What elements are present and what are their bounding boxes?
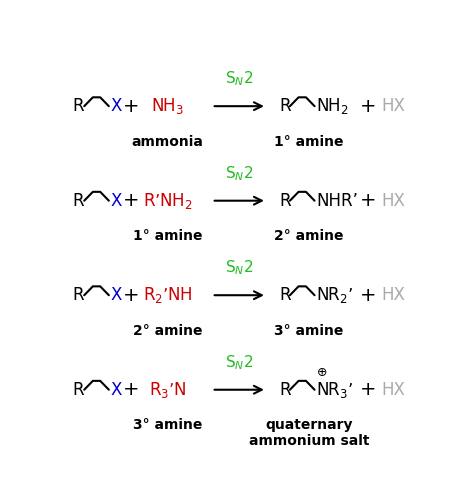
Text: NH$_3$: NH$_3$ — [151, 96, 184, 116]
Text: 2° amine: 2° amine — [133, 324, 202, 338]
Text: R: R — [72, 286, 84, 304]
Text: +: + — [360, 191, 376, 210]
Text: R$_3$’N: R$_3$’N — [149, 380, 186, 400]
Text: NR$_3$’: NR$_3$’ — [316, 380, 354, 400]
Text: R: R — [72, 97, 84, 115]
Text: S$_{N}$2: S$_{N}$2 — [225, 353, 254, 372]
Text: R: R — [72, 191, 84, 210]
Text: R$_2$’NH: R$_2$’NH — [143, 285, 192, 305]
Text: quaternary
ammonium salt: quaternary ammonium salt — [249, 418, 369, 448]
Text: +: + — [360, 286, 376, 305]
Text: S$_{N}$2: S$_{N}$2 — [225, 164, 254, 183]
Text: 1° amine: 1° amine — [133, 229, 202, 243]
Text: NR$_2$’: NR$_2$’ — [316, 285, 354, 305]
Text: HX: HX — [382, 191, 405, 210]
Text: 2° amine: 2° amine — [274, 229, 344, 243]
Text: +: + — [123, 286, 139, 305]
Text: X: X — [110, 381, 122, 399]
Text: +: + — [360, 97, 376, 116]
Text: +: + — [360, 380, 376, 399]
Text: R: R — [280, 286, 292, 304]
Text: S$_{N}$2: S$_{N}$2 — [225, 258, 254, 277]
Text: X: X — [110, 191, 122, 210]
Text: HX: HX — [382, 286, 405, 304]
Text: R’NH$_2$: R’NH$_2$ — [143, 191, 192, 211]
Text: +: + — [123, 191, 139, 210]
Text: R: R — [280, 191, 292, 210]
Text: 3° amine: 3° amine — [133, 418, 202, 432]
Text: X: X — [110, 97, 122, 115]
Text: 1° amine: 1° amine — [274, 135, 344, 149]
Text: ammonia: ammonia — [132, 135, 203, 149]
Text: +: + — [123, 380, 139, 399]
Text: +: + — [123, 97, 139, 116]
Text: HX: HX — [382, 97, 405, 115]
Text: NHR’: NHR’ — [316, 191, 358, 210]
Text: X: X — [110, 286, 122, 304]
Text: 3° amine: 3° amine — [274, 324, 344, 338]
Text: S$_{N}$2: S$_{N}$2 — [225, 69, 254, 88]
Text: NH$_2$: NH$_2$ — [316, 96, 349, 116]
Text: ⊕: ⊕ — [317, 366, 327, 379]
Text: R: R — [280, 381, 292, 399]
Text: R: R — [72, 381, 84, 399]
Text: R: R — [280, 97, 292, 115]
Text: HX: HX — [382, 381, 405, 399]
